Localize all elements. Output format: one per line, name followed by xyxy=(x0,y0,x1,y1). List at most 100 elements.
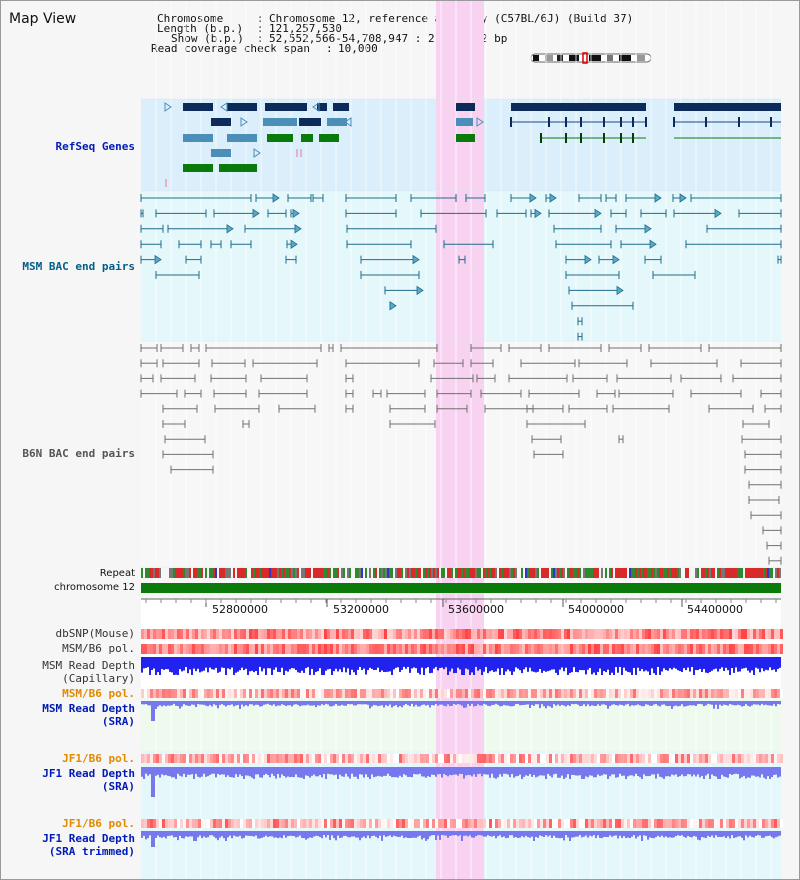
repeat-segment xyxy=(735,568,737,578)
read-depth-bar xyxy=(687,701,689,706)
read-depth-bar xyxy=(383,767,385,776)
polymorphism-cell xyxy=(213,819,216,828)
polymorphism-cell xyxy=(441,644,444,654)
msm-b6-pol-label[interactable]: MSM/B6 pol. xyxy=(62,642,135,655)
polymorphism-cell xyxy=(459,689,462,698)
polymorphism-cell xyxy=(363,819,366,828)
polymorphism-cell xyxy=(750,629,753,639)
polymorphism-cell xyxy=(690,754,693,763)
polymorphism-cell xyxy=(204,644,207,654)
polymorphism-cell xyxy=(498,644,501,654)
read-depth-bar xyxy=(723,701,725,705)
polymorphism-cell xyxy=(564,629,567,639)
read-depth-bar xyxy=(679,767,681,777)
read-depth-bar xyxy=(347,767,349,777)
read-depth-bar xyxy=(581,657,583,671)
read-depth-bar xyxy=(257,767,259,775)
repeat-segment xyxy=(483,568,485,578)
read-depth-bar xyxy=(451,831,453,836)
polymorphism-cell xyxy=(585,689,588,698)
polymorphism-cell xyxy=(267,754,270,763)
read-depth-bar xyxy=(629,657,631,673)
read-depth-bar xyxy=(453,701,455,705)
polymorphism-cell xyxy=(468,819,471,828)
repeat-segment xyxy=(377,568,379,578)
read-depth-bar xyxy=(641,657,643,670)
read-depth-bar xyxy=(141,767,143,777)
polymorphism-cell xyxy=(492,644,495,654)
read-depth-bar xyxy=(371,657,373,669)
read-depth-bar xyxy=(743,657,745,669)
polymorphism-cell xyxy=(531,689,534,698)
repeat-segment xyxy=(579,568,581,578)
read-depth-bar xyxy=(617,701,619,706)
read-depth-bar xyxy=(309,701,311,706)
polymorphism-cell xyxy=(336,644,339,654)
read-depth-bar xyxy=(447,701,449,705)
read-depth-bar xyxy=(529,701,531,708)
polymorphism-cell xyxy=(513,629,516,639)
read-depth-bar xyxy=(545,701,547,709)
polymorphism-cell xyxy=(666,819,669,828)
read-depth-bar xyxy=(603,701,605,705)
polymorphism-cell xyxy=(171,754,174,763)
read-depth-bar xyxy=(453,657,455,674)
read-depth-bar xyxy=(247,657,249,675)
msm-read-depth-capillary-label[interactable]: MSM Read Depth xyxy=(42,659,135,672)
polymorphism-cell xyxy=(717,629,720,639)
polymorphism-cell xyxy=(519,819,522,828)
read-depth-bar xyxy=(259,831,261,839)
read-depth-bar xyxy=(511,831,513,836)
msm-read-depth-sra-label[interactable]: MSM Read Depth xyxy=(42,702,135,715)
polymorphism-cell xyxy=(378,644,381,654)
polymorphism-cell xyxy=(756,754,759,763)
refseq-genes-label[interactable]: RefSeq Genes xyxy=(55,140,135,153)
polymorphism-cell xyxy=(651,689,654,698)
repeat-segment xyxy=(569,568,571,578)
read-depth-bar xyxy=(741,701,743,707)
read-depth-bar xyxy=(445,701,447,707)
polymorphism-cell xyxy=(780,819,783,828)
polymorphism-cell xyxy=(771,629,774,639)
polymorphism-cell xyxy=(618,629,621,639)
dbsnp-label[interactable]: dbSNP(Mouse) xyxy=(55,627,135,640)
polymorphism-cell xyxy=(528,689,531,698)
repeat-segment xyxy=(361,568,363,578)
read-depth-bar xyxy=(449,767,451,775)
polymorphism-cell xyxy=(486,689,489,698)
polymorphism-cell xyxy=(156,754,159,763)
read-depth-bar xyxy=(671,657,673,670)
read-depth-bar xyxy=(629,831,631,839)
repeat-segment xyxy=(319,568,321,578)
polymorphism-cell xyxy=(198,754,201,763)
read-depth-bar xyxy=(711,831,713,836)
b6n-bac-label[interactable]: B6N BAC end pairs xyxy=(22,447,135,460)
polymorphism-cell xyxy=(588,689,591,698)
repeat-segment xyxy=(577,568,579,578)
msm-b6-pol-sra-label[interactable]: MSM/B6 pol. xyxy=(62,687,135,700)
jf1-read-depth-trimmed-label[interactable]: JF1 Read Depth xyxy=(42,832,135,845)
read-depth-bar xyxy=(409,657,411,673)
polymorphism-cell xyxy=(438,689,441,698)
polymorphism-cell xyxy=(648,644,651,654)
polymorphism-cell xyxy=(198,644,201,654)
read-depth-bar xyxy=(603,767,605,775)
polymorphism-cell xyxy=(636,644,639,654)
read-depth-bar xyxy=(183,767,185,774)
read-depth-bar xyxy=(569,657,571,674)
read-depth-bar xyxy=(389,701,391,705)
jf1-b6-pol-trimmed-label[interactable]: JF1/B6 pol. xyxy=(62,817,135,830)
read-depth-bar xyxy=(439,831,441,840)
msm-bac-label[interactable]: MSM BAC end pairs xyxy=(22,260,135,273)
polymorphism-cell xyxy=(759,689,762,698)
read-depth-bar xyxy=(333,831,335,839)
jf1-b6-pol-label[interactable]: JF1/B6 pol. xyxy=(62,752,135,765)
jf1-read-depth-sra-label[interactable]: JF1 Read Depth xyxy=(42,767,135,780)
read-depth-bar xyxy=(617,831,619,839)
read-depth-bar xyxy=(353,767,355,777)
read-depth-bar xyxy=(265,657,267,675)
read-depth-bar xyxy=(271,831,273,837)
repeat-segment xyxy=(755,568,757,578)
read-depth-bar xyxy=(249,701,251,705)
